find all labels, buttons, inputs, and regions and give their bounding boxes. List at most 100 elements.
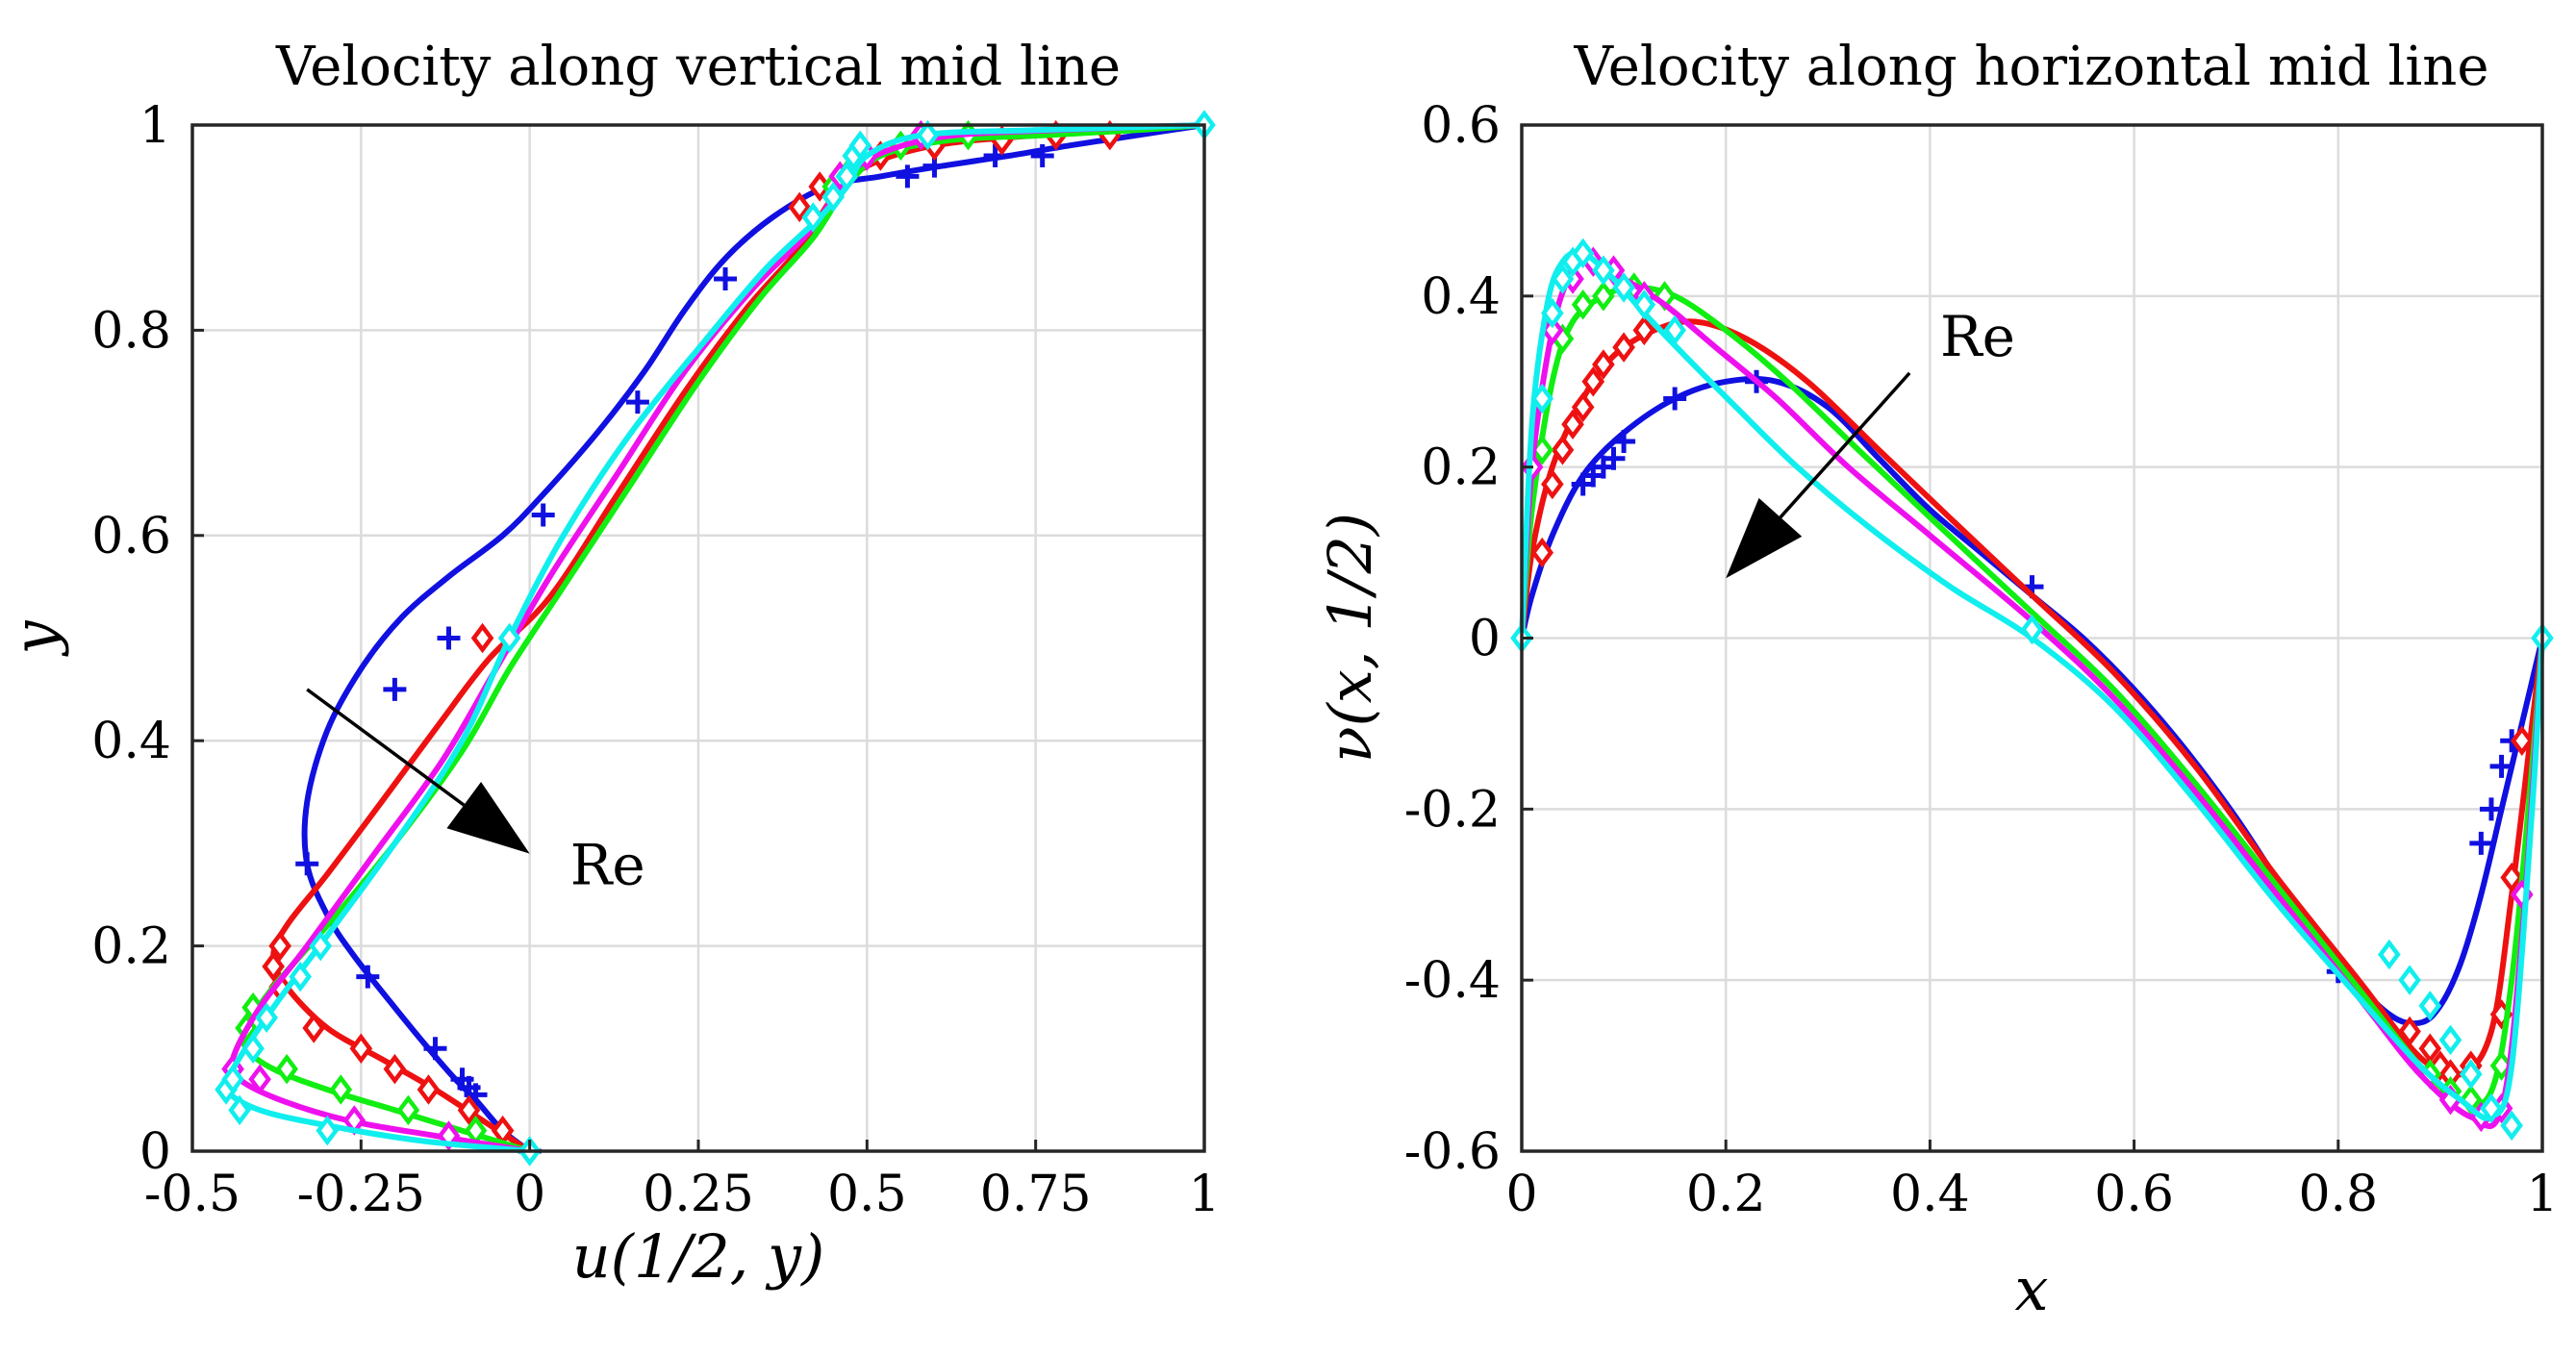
left-title: Velocity along vertical mid line	[275, 36, 1121, 98]
l-marker-re2-6	[268, 930, 291, 962]
r-marker-re2-5	[1581, 366, 1605, 397]
r-marker-re5-1	[1530, 383, 1554, 414]
l-xtick-label-2: 0	[514, 1166, 545, 1223]
r-marker-re5-17	[2500, 1110, 2523, 1142]
r-marker-re5-3	[1551, 264, 1575, 294]
r-xtick-label-2: 0.4	[1890, 1166, 1970, 1223]
l-series-line-re2	[270, 122, 1207, 1154]
r-marker-re2-2	[1551, 435, 1575, 465]
l-marker-re3-2	[329, 1074, 353, 1105]
right-ylabel: ν(x, 1/2)	[1315, 513, 1385, 763]
l-marker-re1-5	[356, 965, 380, 989]
l-ytick-label-3: 0.6	[91, 508, 171, 565]
l-marker-re5-6	[255, 1002, 278, 1034]
r-marker-re2-0	[1530, 537, 1554, 568]
l-marker-re3-1	[396, 1094, 420, 1126]
r-marker-re2-8	[1632, 314, 1656, 346]
l-marker-re3-3	[275, 1053, 298, 1085]
l-xtick-label-1: -0.25	[297, 1166, 425, 1223]
l-marker-re5-2	[228, 1094, 251, 1126]
right-chart: 0 0.2 0.4 0.6 0.8 1-0.6-0.4-0.200.20.40.6 Re …	[1315, 36, 2559, 1324]
r-series-line-re1	[1519, 375, 2545, 1027]
r-marker-re2-9	[2398, 1016, 2421, 1047]
l-ytick-label-5: 1	[139, 97, 171, 155]
r-marker-re1-4	[1612, 429, 1636, 453]
l-arrow-head	[446, 781, 530, 854]
r-marker-re1-5	[1663, 387, 1687, 411]
l-xtick-label-6: 1	[1188, 1166, 1220, 1223]
l-xtick-label-4: 0.5	[827, 1166, 907, 1223]
l-xtick-label-0: -0.5	[144, 1166, 240, 1223]
l-marker-re5-4	[221, 1064, 244, 1095]
r-marker-re2-3	[1561, 409, 1584, 439]
left-xlabel: u(1/2, y)	[572, 1221, 825, 1292]
r-marker-re5-9	[1663, 314, 1686, 346]
r-ytick-label-5: 0.4	[1421, 268, 1501, 326]
r-arrow-head	[1726, 497, 1803, 579]
l-marker-re2-3	[383, 1053, 407, 1085]
left-grid	[190, 123, 1206, 1153]
l-marker-re2-2	[417, 1074, 441, 1105]
right-xlabel: x	[2015, 1254, 2049, 1324]
r-xtick-label-5: 1	[2526, 1166, 2558, 1223]
right-title: Velocity along horizontal mid line	[1573, 36, 2488, 98]
r-ytick-label-0: -0.6	[1404, 1123, 1501, 1181]
l-marker-re1-14	[983, 144, 1007, 168]
r-marker-re4-1	[1541, 314, 1564, 346]
l-marker-re4-2	[248, 1064, 271, 1095]
left-series	[215, 110, 1216, 1167]
r-marker-re5-5	[1571, 238, 1595, 269]
r-marker-re5-11	[2378, 939, 2401, 970]
r-marker-re5-16	[2480, 1092, 2503, 1124]
l-marker-re1-6	[295, 852, 319, 876]
r-marker-re2-6	[1592, 349, 1615, 380]
r-xtick-label-1: 0.2	[1686, 1166, 1766, 1223]
r-marker-re5-7	[1612, 272, 1635, 303]
l-marker-re5-15	[916, 119, 940, 151]
r-marker-re5-10	[2020, 614, 2044, 645]
l-marker-re5-10	[801, 202, 825, 233]
l-marker-re5-1	[316, 1115, 340, 1146]
right-re-arrow	[1726, 371, 1911, 579]
left-ticks: -0.5 -0.25 0 0.25 0.5 0.75 1 0 0.2 0.4 0.6 0.8 1	[91, 97, 1220, 1223]
l-marker-re5-12	[835, 161, 859, 192]
l-series-line-re5	[221, 122, 1207, 1154]
left-chart: -0.5 -0.25 0 0.25 0.5 0.75 100.20.40.60.81 Re …	[0, 36, 1221, 1292]
right-series	[1510, 238, 2554, 1142]
right-re-annotation: Re	[1940, 304, 2015, 369]
l-xtick-label-3: 0.25	[643, 1166, 754, 1223]
l-marker-re2-1	[457, 1094, 481, 1126]
l-marker-re5-11	[821, 181, 846, 213]
l-marker-re2-9	[470, 622, 494, 654]
l-marker-re1-9	[531, 503, 555, 527]
l-ytick-label-1: 0.2	[91, 918, 171, 976]
r-marker-re2-4	[1571, 391, 1595, 423]
l-ytick-label-4: 0.8	[91, 302, 171, 360]
r-marker-re2-16	[2510, 725, 2534, 756]
l-marker-re2-10	[788, 191, 812, 223]
r-marker-re5-2	[1541, 297, 1564, 329]
l-marker-re5-7	[289, 961, 313, 992]
r-marker-re5-8	[1632, 289, 1656, 320]
l-marker-re1-4	[423, 1037, 447, 1061]
l-ytick-label-2: 0.4	[91, 713, 171, 770]
r-marker-re2-1	[1541, 468, 1564, 500]
r-marker-re1-11	[2489, 754, 2513, 778]
right-ticks: 0 0.2 0.4 0.6 0.8 1 -0.6 -0.4 -0.2 0 0.2 0.4 0.6	[1404, 97, 2559, 1223]
r-marker-re5-15	[2459, 1059, 2483, 1090]
r-marker-re3-3	[1592, 281, 1615, 312]
r-ytick-label-4: 0.2	[1421, 439, 1501, 497]
r-marker-re1-3	[1602, 446, 1626, 470]
r-ytick-label-3: 0	[1469, 611, 1501, 668]
l-marker-re1-10	[625, 390, 649, 414]
r-marker-re1-9	[2469, 831, 2493, 855]
r-marker-re2-7	[1612, 332, 1635, 363]
r-ytick-label-2: -0.2	[1404, 781, 1501, 839]
l-marker-re1-15	[1030, 144, 1054, 168]
r-marker-re2-15	[2500, 862, 2523, 893]
l-xtick-label-5: 0.75	[980, 1166, 1092, 1223]
r-marker-re5-14	[2438, 1024, 2462, 1056]
left-re-annotation: Re	[570, 833, 645, 898]
l-marker-re5-5	[241, 1033, 265, 1065]
left-re-arrow	[306, 688, 530, 854]
